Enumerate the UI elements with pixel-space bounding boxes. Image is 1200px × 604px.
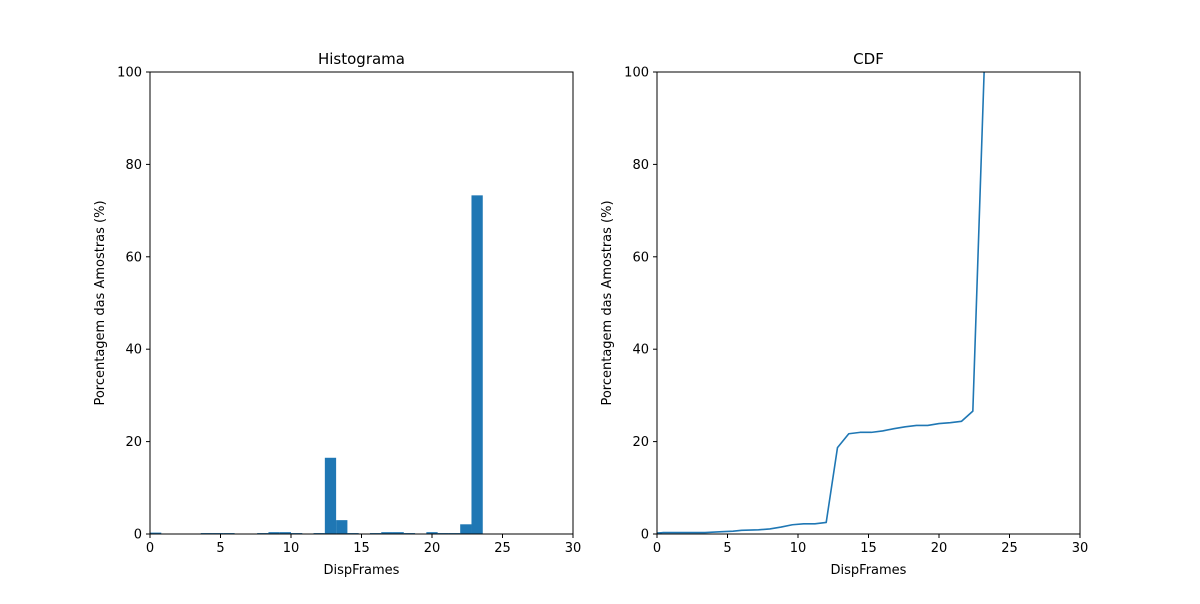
histogram-bar: [150, 532, 162, 534]
histogram-bar: [381, 532, 393, 534]
cdf-x-tick-label: 5: [723, 541, 731, 556]
cdf-chart: CDF DispFrames Porcentagem das Amostras …: [600, 50, 1088, 578]
cdf-y-axis-label: Porcentagem das Amostras (%): [600, 200, 615, 405]
histogram-y-tick-label: 60: [125, 250, 142, 265]
cdf-line-group: [656, 71, 985, 534]
histogram-y-tick-label: 0: [134, 528, 142, 543]
histogram-bar: [392, 532, 404, 534]
cdf-x-tick-label: 0: [653, 541, 661, 556]
cdf-title: CDF: [853, 50, 884, 68]
cdf-y-tick-label: 100: [624, 66, 649, 81]
histogram-y-tick-label: 80: [125, 158, 142, 173]
histogram-x-tick-label: 5: [216, 541, 224, 556]
histogram-bar: [471, 195, 483, 534]
histogram-x-tick-label: 20: [424, 541, 441, 556]
histogram-x-tick-label: 0: [146, 541, 154, 556]
histogram-ticks: 0 5 10 15 20 25 30 0 20 40 60 80 100: [117, 66, 581, 557]
cdf-x-tick-label: 30: [1072, 541, 1089, 556]
histogram-x-tick-label: 30: [565, 541, 582, 556]
cdf-x-axis-label: DispFrames: [831, 563, 907, 578]
histogram-bars: [150, 195, 483, 534]
cdf-y-tick-label: 40: [632, 343, 649, 358]
cdf-x-tick-label: 20: [931, 541, 948, 556]
cdf-y-tick-label: 80: [632, 158, 649, 173]
histogram-x-tick-label: 25: [494, 541, 511, 556]
histogram-x-tick-label: 15: [353, 541, 370, 556]
cdf-x-tick-label: 15: [860, 541, 877, 556]
histogram-axes-frame: [149, 71, 574, 535]
histogram-title: Histograma: [318, 50, 405, 68]
cdf-ticks: 0 5 10 15 20 25 30 0 20 40 60 80 100: [624, 66, 1088, 557]
cdf-y-tick-label: 60: [632, 250, 649, 265]
histogram-x-axis-label: DispFrames: [324, 563, 400, 578]
histogram-bar: [460, 524, 472, 534]
histogram-bar: [336, 520, 348, 534]
histogram-bar: [324, 457, 337, 534]
histogram-bar: [426, 532, 438, 534]
cdf-axes-frame: [656, 71, 1081, 535]
histogram-bar: [279, 532, 291, 534]
histogram-y-tick-label: 20: [125, 435, 142, 450]
cdf-x-tick-label: 10: [790, 541, 807, 556]
cdf-y-tick-label: 0: [641, 528, 649, 543]
histogram-y-tick-label: 100: [117, 66, 142, 81]
cdf-line: [656, 71, 985, 534]
histogram-chart: Histograma DispFrames Porcentagem das Am…: [93, 50, 581, 578]
histogram-x-tick-label: 10: [283, 541, 300, 556]
cdf-x-tick-label: 25: [1001, 541, 1018, 556]
histogram-bar: [268, 532, 280, 534]
histogram-y-axis-label: Porcentagem das Amostras (%): [93, 200, 108, 405]
histogram-y-tick-label: 40: [125, 343, 142, 358]
cdf-y-tick-label: 20: [632, 435, 649, 450]
